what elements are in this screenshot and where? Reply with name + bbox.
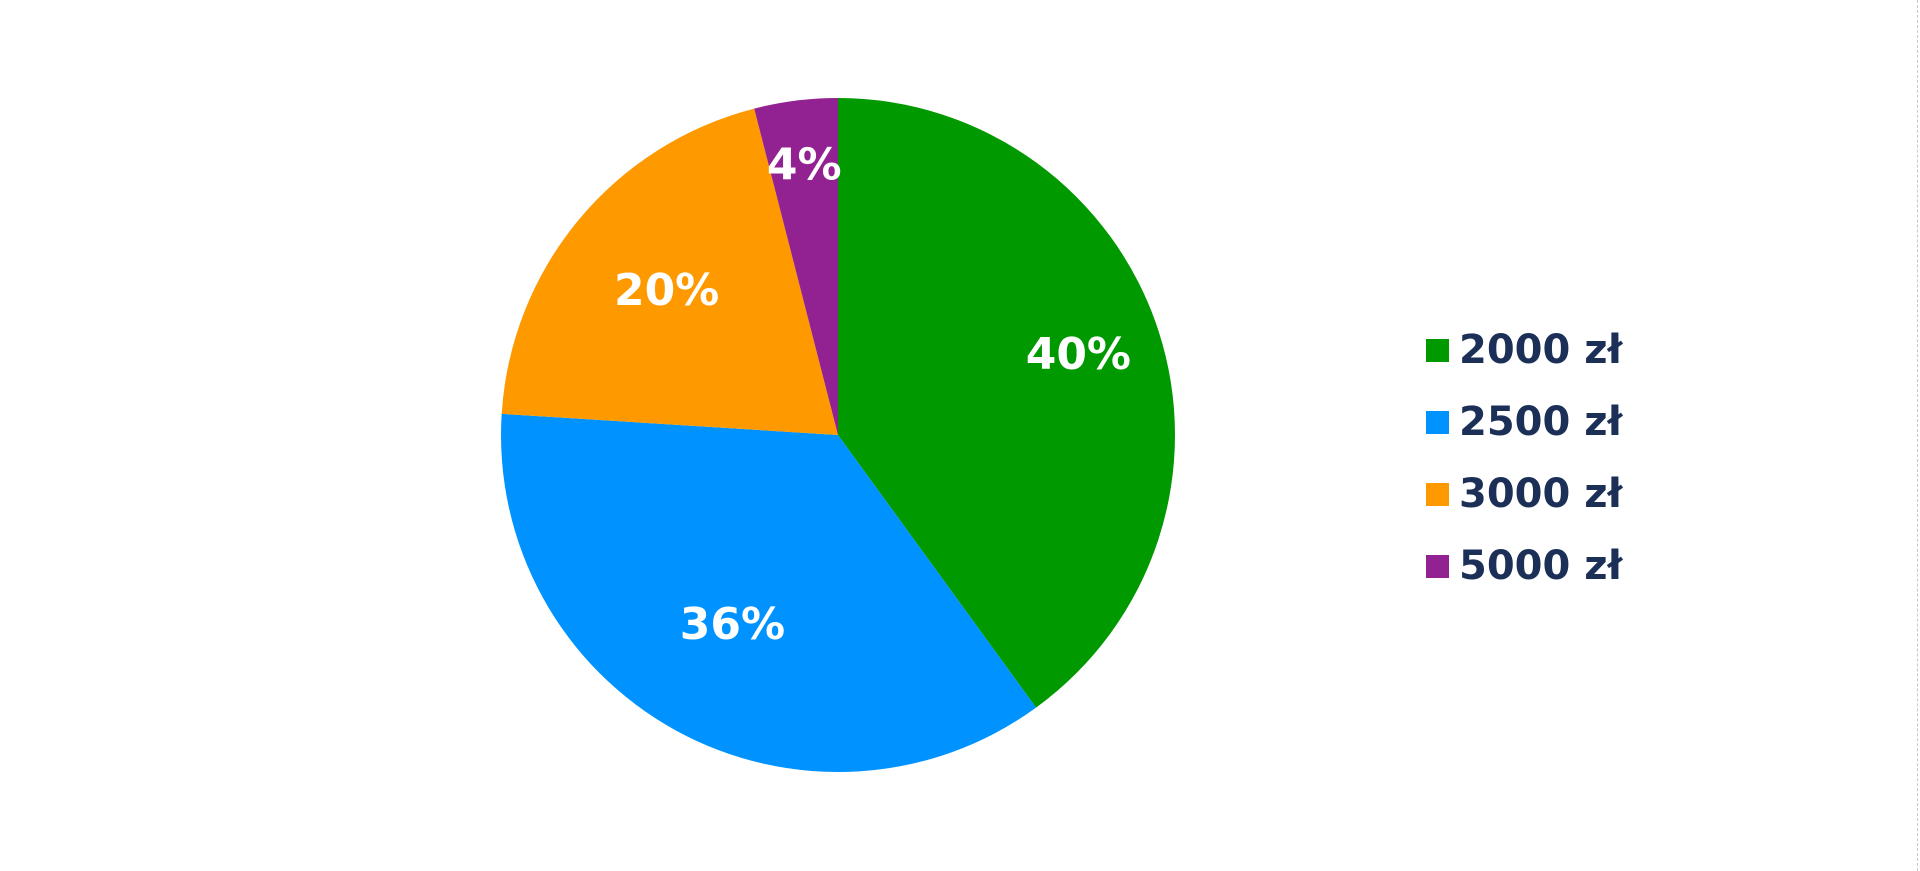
slice-percent-label: 20% (614, 265, 719, 316)
legend-item-2500[interactable]: 2500 zł (1426, 386, 1639, 458)
legend-swatch (1426, 338, 1449, 362)
pie-slice-2000[interactable] (838, 98, 1175, 708)
page-edge-divider (1917, 0, 1918, 871)
legend-label: 3000 zł (1459, 471, 1623, 517)
pie-slice-labels: 40% 36% 20% 4% (614, 140, 1131, 650)
slice-percent-label: 36% (680, 599, 785, 650)
legend-swatch (1426, 410, 1449, 434)
legend-swatch (1426, 554, 1449, 578)
legend-swatch (1426, 482, 1449, 506)
pie-slice-3000[interactable] (501, 108, 838, 436)
legend-label: 5000 zł (1459, 543, 1623, 589)
legend-label: 2500 zł (1459, 399, 1623, 445)
legend: 2000 zł 2500 zł 3000 zł 5000 zł (1426, 314, 1639, 602)
legend-item-3000[interactable]: 3000 zł (1426, 458, 1639, 530)
pie-slices (501, 98, 1175, 772)
pie-slice-2500[interactable] (501, 413, 1037, 772)
slice-percent-label: 4% (767, 140, 842, 191)
slice-percent-label: 40% (1026, 329, 1131, 380)
legend-item-5000[interactable]: 5000 zł (1426, 530, 1639, 602)
legend-label: 2000 zł (1459, 327, 1623, 373)
pie-slice-5000[interactable] (754, 98, 838, 435)
legend-item-2000[interactable]: 2000 zł (1426, 314, 1639, 386)
